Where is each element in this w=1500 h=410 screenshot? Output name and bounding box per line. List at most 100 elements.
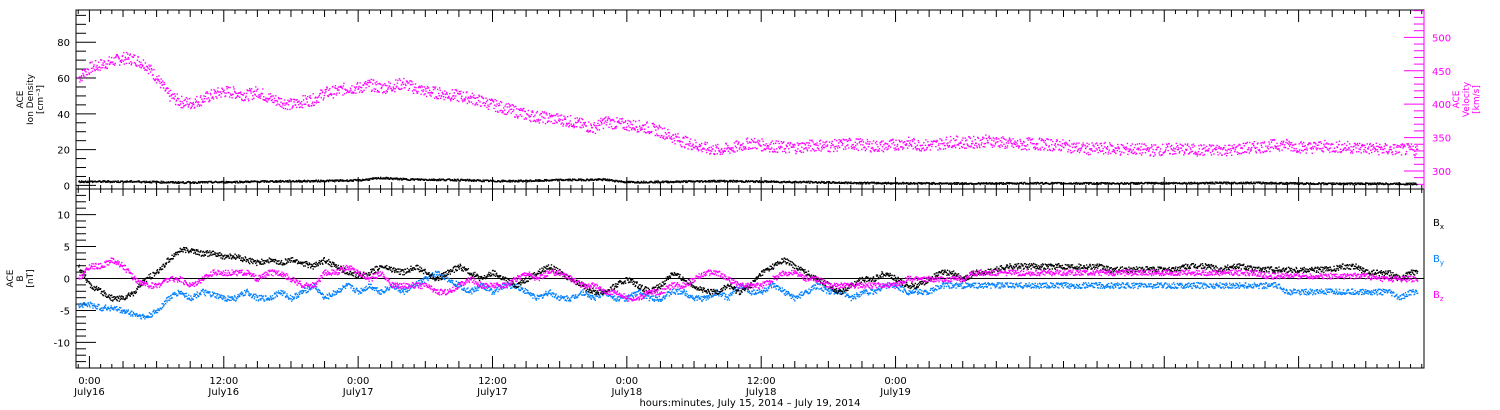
density-point (685, 181, 687, 184)
velocity-point (1025, 145, 1027, 147)
velocity-point (1288, 140, 1290, 143)
velocity-point (131, 62, 133, 64)
velocity-point (561, 122, 563, 124)
density-point (481, 180, 484, 183)
velocity-point (1231, 145, 1233, 147)
velocity-point (805, 146, 807, 149)
velocity-point (129, 54, 131, 56)
velocity-point (855, 144, 857, 147)
velocity-point (1067, 148, 1070, 151)
velocity-point (1224, 149, 1227, 151)
velocity-point (576, 126, 578, 128)
velocity-point (1361, 144, 1363, 146)
density-point (471, 180, 474, 182)
velocity-point (562, 123, 565, 125)
density-point (167, 181, 169, 184)
velocity-point (182, 107, 184, 109)
velocity-point (1173, 153, 1175, 155)
density-point (1029, 182, 1032, 184)
velocity-point (1398, 145, 1400, 147)
velocity-point (249, 87, 251, 90)
velocity-point (1392, 153, 1394, 156)
velocity-point (309, 95, 311, 97)
density-point (175, 181, 177, 183)
density-point (1022, 183, 1024, 185)
velocity-point (128, 62, 130, 64)
velocity-point (441, 95, 443, 97)
velocity-point (1041, 146, 1043, 148)
velocity-point (1097, 151, 1099, 154)
density-point (313, 180, 315, 183)
velocity-point (949, 141, 951, 143)
velocity-point (1268, 143, 1271, 145)
density-point (858, 183, 860, 185)
velocity-point (202, 100, 204, 102)
velocity-point (324, 92, 326, 94)
velocity-point (420, 85, 423, 87)
density-point (774, 181, 776, 183)
velocity-point (1182, 145, 1184, 147)
velocity-point (148, 64, 150, 66)
velocity-point (865, 142, 867, 144)
velocity-point (519, 114, 521, 116)
velocity-point (383, 91, 385, 93)
velocity-point (979, 146, 981, 149)
velocity-point (730, 149, 733, 151)
velocity-point (263, 96, 265, 98)
velocity-point (837, 147, 839, 149)
velocity-point (1088, 148, 1091, 150)
velocity-point (333, 93, 336, 95)
velocity-point (685, 143, 687, 146)
velocity-point (1185, 148, 1187, 151)
density-point (1031, 182, 1033, 184)
velocity-point (643, 124, 645, 126)
density-point (496, 181, 498, 183)
density-point (678, 180, 681, 182)
velocity-point (947, 142, 949, 144)
velocity-point (395, 79, 397, 81)
velocity-point (1102, 150, 1104, 152)
velocity-point (188, 104, 190, 106)
density-point (884, 182, 886, 185)
density-point (176, 181, 179, 183)
velocity-point (1243, 145, 1245, 147)
velocity-point (501, 112, 503, 114)
density-point (766, 181, 768, 184)
density-point (151, 182, 153, 184)
velocity-point (434, 87, 436, 90)
velocity-point (1100, 150, 1102, 153)
velocity-point (707, 148, 709, 150)
velocity-point (1128, 150, 1131, 153)
velocity-point (1394, 153, 1397, 155)
velocity-point (1119, 154, 1121, 156)
velocity-point (792, 143, 794, 146)
velocity-point (1091, 142, 1093, 144)
velocity-point (1154, 144, 1157, 146)
velocity-point (770, 148, 772, 150)
velocity-point (544, 117, 546, 119)
density-point (394, 177, 396, 179)
velocity-point (412, 83, 414, 85)
velocity-point (587, 131, 589, 133)
velocity-point (516, 116, 518, 118)
velocity-point (664, 131, 667, 134)
density-point (1051, 183, 1054, 185)
velocity-point (1089, 148, 1092, 150)
velocity-point (443, 98, 445, 101)
velocity-point (290, 100, 292, 102)
velocity-point (1286, 142, 1289, 144)
velocity-point (945, 136, 948, 138)
velocity-point (1099, 143, 1101, 145)
density-point (823, 181, 825, 183)
velocity-point (775, 140, 777, 142)
density-point (792, 182, 794, 184)
velocity-point (1405, 150, 1408, 153)
velocity-point (575, 122, 577, 124)
velocity-point (879, 142, 881, 144)
velocity-point (555, 121, 557, 123)
velocity-point (581, 124, 583, 126)
velocity-point (148, 68, 151, 71)
velocity-point (998, 145, 1001, 147)
velocity-point (169, 100, 171, 102)
density-point (346, 179, 348, 181)
